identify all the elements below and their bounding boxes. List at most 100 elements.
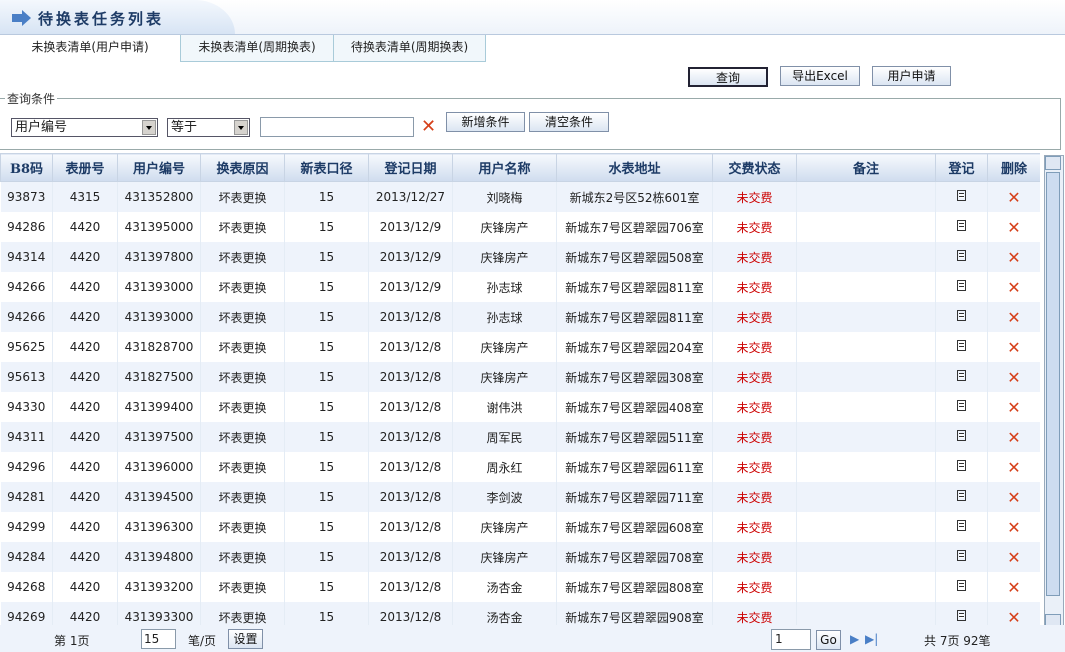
- cell-2: 431393000: [117, 272, 201, 302]
- delete-icon[interactable]: ✕: [1007, 577, 1021, 597]
- cell-8: 未交费: [712, 422, 797, 452]
- delete-icon[interactable]: ✕: [1007, 457, 1021, 477]
- document-icon[interactable]: [957, 250, 966, 261]
- cell-1: 4420: [52, 602, 118, 625]
- cell-0: 94296: [0, 452, 53, 482]
- delete-icon[interactable]: ✕: [1007, 397, 1021, 417]
- go-button[interactable]: Go: [816, 630, 841, 650]
- table-row[interactable]: 94266 4420 431393000 坏表更换 15 2013/12/9 孙志球 新城东7…: [0, 272, 1040, 302]
- cell-3: 坏表更换: [200, 542, 285, 572]
- add-condition-button[interactable]: 新增条件: [446, 112, 525, 132]
- cell-2: 431394800: [117, 542, 201, 572]
- delete-cell: ✕: [987, 452, 1040, 482]
- cell-9: [796, 181, 936, 212]
- vertical-scrollbar[interactable]: [1044, 155, 1064, 629]
- table-row[interactable]: 94330 4420 431399400 坏表更换 15 2013/12/8 谢伟洪 新城东7…: [0, 392, 1040, 422]
- delete-icon[interactable]: ✕: [1007, 517, 1021, 537]
- delete-icon[interactable]: ✕: [1007, 367, 1021, 387]
- document-icon[interactable]: [957, 340, 966, 351]
- operator-select[interactable]: 等于: [167, 118, 250, 137]
- delete-icon[interactable]: ✕: [1007, 607, 1021, 626]
- cell-9: [796, 392, 936, 422]
- cell-0: 94299: [0, 512, 53, 542]
- cell-7: 新城东7号区碧翠园908室: [556, 602, 713, 625]
- delete-cell: ✕: [987, 272, 1040, 302]
- delete-icon[interactable]: ✕: [1007, 247, 1021, 267]
- table-row[interactable]: 93873 4315 431352800 坏表更换 15 2013/12/27 刘晓梅 新城东…: [0, 181, 1040, 212]
- page-size-input[interactable]: 15: [141, 629, 176, 649]
- column-header: 登记日期: [368, 153, 453, 182]
- chevron-down-icon[interactable]: [234, 120, 248, 135]
- delete-icon[interactable]: ✕: [1007, 547, 1021, 567]
- table-row[interactable]: 94266 4420 431393000 坏表更换 15 2013/12/8 孙志球 新城东7…: [0, 302, 1040, 332]
- cell-1: 4420: [52, 272, 118, 302]
- table-row[interactable]: 94281 4420 431394500 坏表更换 15 2013/12/8 李剑波 新城东7…: [0, 482, 1040, 512]
- cell-4: 15: [284, 392, 369, 422]
- cell-6: 孙志球: [452, 302, 557, 332]
- table-row[interactable]: 94268 4420 431393200 坏表更换 15 2013/12/8 汤杏金 新城东7…: [0, 572, 1040, 602]
- table-row[interactable]: 95613 4420 431827500 坏表更换 15 2013/12/8 庆锋房产 新城东…: [0, 362, 1040, 392]
- chevron-down-icon[interactable]: [142, 120, 156, 135]
- delete-icon[interactable]: ✕: [1007, 187, 1021, 207]
- delete-cell: ✕: [987, 512, 1040, 542]
- column-header: 用户名称: [452, 153, 557, 182]
- cell-1: 4420: [52, 392, 118, 422]
- tab-periodic-waiting[interactable]: 待换表清单(周期换表): [333, 35, 486, 62]
- user-apply-button[interactable]: 用户申请: [872, 66, 951, 86]
- table-row[interactable]: 94286 4420 431395000 坏表更换 15 2013/12/9 庆锋房产 新城东…: [0, 212, 1040, 242]
- query-button[interactable]: 查询: [688, 67, 768, 87]
- document-icon[interactable]: [957, 430, 966, 441]
- cell-3: 坏表更换: [200, 392, 285, 422]
- next-page-icon[interactable]: ▶: [850, 632, 860, 646]
- document-icon[interactable]: [957, 280, 966, 291]
- delete-icon[interactable]: ✕: [1007, 277, 1021, 297]
- condition-value-input[interactable]: [260, 117, 414, 137]
- export-excel-button[interactable]: 导出Excel: [780, 66, 860, 86]
- cell-6: 汤杏金: [452, 602, 557, 625]
- cell-6: 周军民: [452, 422, 557, 452]
- cell-0: 94311: [0, 422, 53, 452]
- document-icon[interactable]: [957, 460, 966, 471]
- cell-5: 2013/12/8: [368, 572, 453, 602]
- document-icon[interactable]: [957, 490, 966, 501]
- table-row[interactable]: 95625 4420 431828700 坏表更换 15 2013/12/8 庆锋房产 新城东…: [0, 332, 1040, 362]
- delete-icon[interactable]: ✕: [1007, 217, 1021, 237]
- cell-8: 未交费: [712, 181, 797, 212]
- cell-3: 坏表更换: [200, 181, 285, 212]
- document-icon[interactable]: [957, 400, 966, 411]
- table-row[interactable]: 94296 4420 431396000 坏表更换 15 2013/12/8 周永红 新城东7…: [0, 452, 1040, 482]
- cell-2: 431395000: [117, 212, 201, 242]
- cell-8: 未交费: [712, 482, 797, 512]
- cell-4: 15: [284, 542, 369, 572]
- cell-1: 4420: [52, 422, 118, 452]
- document-icon[interactable]: [957, 310, 966, 321]
- document-icon[interactable]: [957, 190, 966, 201]
- delete-icon[interactable]: ✕: [1007, 307, 1021, 327]
- set-page-size-button[interactable]: 设置: [228, 629, 263, 649]
- delete-icon[interactable]: ✕: [1007, 337, 1021, 357]
- delete-icon[interactable]: ✕: [1007, 427, 1021, 447]
- clear-conditions-button[interactable]: 清空条件: [529, 112, 609, 132]
- cell-4: 15: [284, 512, 369, 542]
- document-icon[interactable]: [957, 370, 966, 381]
- table-row[interactable]: 94284 4420 431394800 坏表更换 15 2013/12/8 庆锋房产 新城东…: [0, 542, 1040, 572]
- document-icon[interactable]: [957, 520, 966, 531]
- scroll-up-icon[interactable]: [1045, 156, 1061, 170]
- tab-periodic-pending[interactable]: 未换表清单(周期换表): [180, 35, 334, 62]
- document-icon[interactable]: [957, 580, 966, 591]
- delete-icon[interactable]: ✕: [1007, 487, 1021, 507]
- table-row[interactable]: 94299 4420 431396300 坏表更换 15 2013/12/8 庆锋房产 新城东…: [0, 512, 1040, 542]
- cell-1: 4420: [52, 542, 118, 572]
- remove-condition-icon[interactable]: ✕: [421, 116, 437, 137]
- document-icon[interactable]: [957, 610, 966, 621]
- last-page-icon[interactable]: ▶|: [865, 632, 879, 646]
- table-row[interactable]: 94314 4420 431397800 坏表更换 15 2013/12/9 庆锋房产 新城东…: [0, 242, 1040, 272]
- document-icon[interactable]: [957, 220, 966, 231]
- table-row[interactable]: 94311 4420 431397500 坏表更换 15 2013/12/8 周军民 新城东7…: [0, 422, 1040, 452]
- field-select[interactable]: 用户编号: [11, 118, 158, 137]
- scroll-thumb[interactable]: [1046, 172, 1060, 596]
- document-icon[interactable]: [957, 550, 966, 561]
- table-row[interactable]: 94269 4420 431393300 坏表更换 15 2013/12/8 汤杏金 新城东7…: [0, 602, 1040, 626]
- tab-user-apply[interactable]: 未换表清单(用户申请): [0, 35, 180, 61]
- goto-page-input[interactable]: 1: [771, 629, 811, 650]
